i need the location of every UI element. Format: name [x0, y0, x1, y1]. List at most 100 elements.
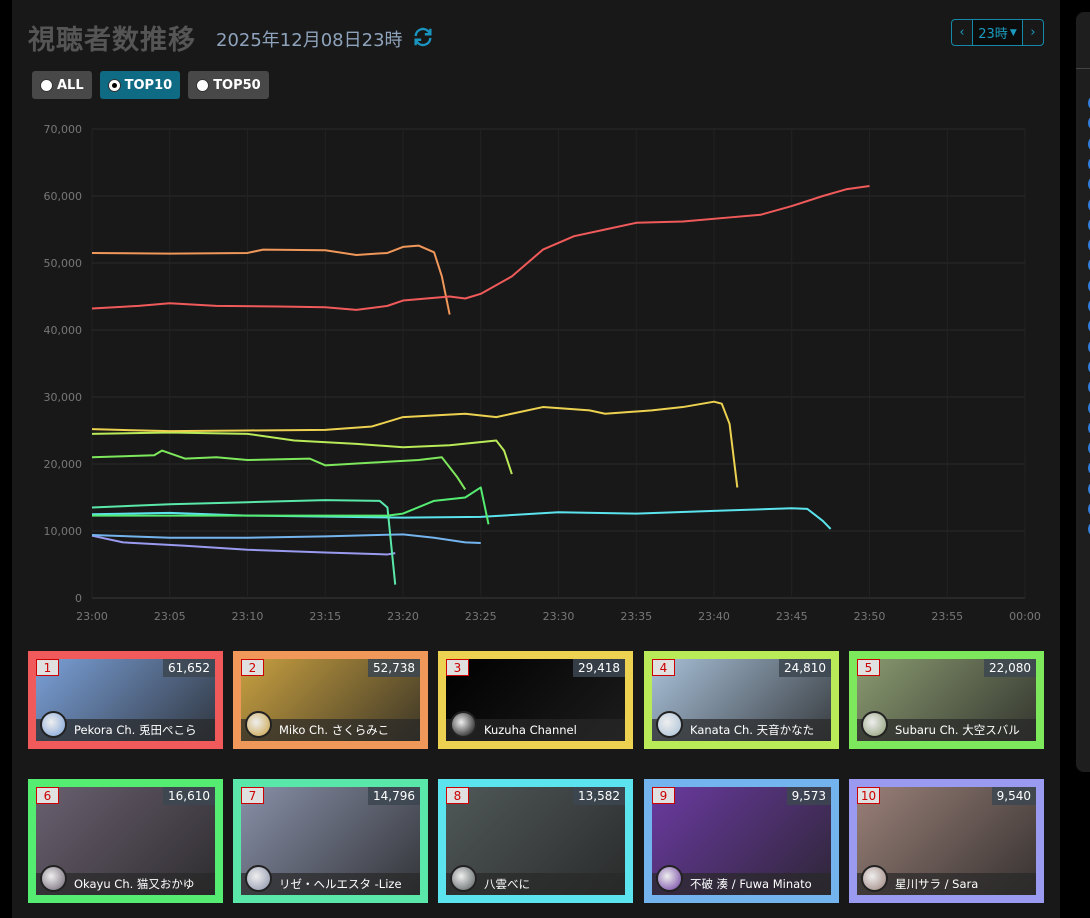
side-radio-icon[interactable] [1088, 218, 1090, 231]
channel-name: Miko Ch. さくらみこ [241, 719, 420, 741]
y-tick-label: 20,000 [44, 458, 83, 471]
side-radio-icon[interactable] [1088, 381, 1090, 394]
side-radio-icon[interactable] [1088, 198, 1090, 211]
stream-thumbnail: 3 29,418 Kuzuha Channel [446, 659, 625, 741]
filter-top50[interactable]: TOP50 [188, 71, 269, 99]
series-line-2[interactable] [91, 244, 451, 315]
side-radio-icon[interactable] [1088, 320, 1090, 333]
rank-badge: 9 [652, 787, 675, 804]
stream-thumbnail: 5 22,080 Subaru Ch. 大空スバル [857, 659, 1036, 741]
side-radio-icon[interactable] [1088, 300, 1090, 312]
side-radio-icon[interactable] [1088, 523, 1090, 536]
stream-thumbnail: 8 13,582 八雲べに [446, 787, 625, 895]
filter-label: TOP10 [124, 77, 173, 93]
hour-select[interactable]: 23時 ▼ [972, 20, 1023, 45]
filter-group: ALL TOP10 TOP50 [32, 71, 269, 99]
ranking-card[interactable]: 3 29,418 Kuzuha Channel [438, 651, 633, 749]
stream-thumbnail: 10 9,540 星川サラ / Sara [857, 787, 1036, 895]
channel-avatar [450, 865, 477, 892]
viewer-chart: 0 10,000 20,000 30,000 40,000 50,000 60,000 70,… [44, 123, 1041, 623]
channel-avatar [40, 711, 67, 738]
page-title: 視聴者数推移 [28, 25, 196, 56]
series-line-7[interactable] [91, 499, 397, 585]
series-line-10[interactable] [91, 534, 396, 556]
ranking-card[interactable]: 9 9,573 不破 湊 / Fuwa Minato [644, 779, 839, 903]
chevron-down-icon: ▼ [1009, 27, 1017, 38]
side-radio-icon[interactable] [1088, 239, 1090, 252]
series-line-9[interactable] [91, 533, 481, 545]
x-tick-label: 23:15 [309, 610, 341, 623]
rank-badge: 1 [36, 659, 59, 676]
channel-avatar [656, 865, 683, 892]
side-radio-icon[interactable] [1088, 279, 1090, 292]
viewer-count: 9,573 [786, 787, 831, 805]
side-radio-icon[interactable] [1088, 157, 1090, 170]
y-tick-label: 60,000 [44, 190, 83, 203]
ranking-card[interactable]: 1 61,652 Pekora Ch. 兎田ぺこら [28, 651, 223, 749]
filter-all[interactable]: ALL [32, 71, 92, 99]
stream-thumbnail: 2 52,738 Miko Ch. さくらみこ [241, 659, 420, 741]
viewer-count: 52,738 [368, 659, 420, 677]
rank-badge: 10 [857, 787, 880, 804]
ranking-card[interactable]: 7 14,796 リゼ・ヘルエスタ -Lize [233, 779, 428, 903]
side-radio-icon[interactable] [1088, 97, 1090, 109]
next-hour-button[interactable]: › [1030, 25, 1036, 40]
side-radio-icon[interactable] [1088, 259, 1090, 272]
ranking-card[interactable]: 2 52,738 Miko Ch. さくらみこ [233, 651, 428, 749]
channel-name: 不破 湊 / Fuwa Minato [652, 873, 831, 895]
x-tick-label: 23:50 [854, 610, 886, 623]
side-radio-icon[interactable] [1088, 482, 1090, 495]
side-radio-icon[interactable] [1088, 340, 1090, 353]
main-panel: 視聴者数推移 2025年12月08日23時 ‹ 23時 ▼ › ALL TOP10… [12, 0, 1060, 918]
channel-name: Kuzuha Channel [446, 719, 625, 741]
ranking-card[interactable]: 6 16,610 Okayu Ch. 猫又おかゆ [28, 779, 223, 903]
x-tick-label: 23:25 [465, 610, 497, 623]
side-radio-icon[interactable] [1088, 401, 1090, 414]
series-line-6[interactable] [92, 486, 490, 525]
channel-avatar [656, 711, 683, 738]
refresh-icon[interactable] [412, 26, 434, 48]
channel-name: Subaru Ch. 大空スバル [857, 719, 1036, 741]
series-line-3[interactable] [91, 400, 739, 488]
channel-name: リゼ・ヘルエスタ -Lize [241, 873, 420, 895]
x-tick-label: 00:00 [1009, 610, 1041, 623]
viewer-count: 13,582 [573, 787, 625, 805]
side-radio-icon[interactable] [1088, 360, 1090, 373]
stream-thumbnail: 9 9,573 不破 湊 / Fuwa Minato [652, 787, 831, 895]
rank-badge: 4 [652, 659, 675, 676]
rank-badge: 5 [857, 659, 880, 676]
side-radio-icon[interactable] [1088, 137, 1090, 150]
side-radio-icon[interactable] [1088, 421, 1090, 434]
channel-name: 星川サラ / Sara [857, 873, 1036, 895]
series-line-4[interactable] [91, 431, 513, 475]
datetime-label: 2025年12月08日23時 [216, 30, 403, 51]
channel-avatar [861, 865, 888, 892]
ranking-card[interactable]: 5 22,080 Subaru Ch. 大空スバル [849, 651, 1044, 749]
series-line-8[interactable] [91, 507, 832, 530]
side-radio-icon[interactable] [1088, 503, 1090, 515]
y-tick-label: 40,000 [44, 324, 83, 337]
stream-thumbnail: 6 16,610 Okayu Ch. 猫又おかゆ [36, 787, 215, 895]
viewer-count: 61,652 [163, 659, 215, 677]
side-radio-icon[interactable] [1088, 178, 1090, 191]
side-radio-icon[interactable] [1088, 442, 1090, 455]
side-radio-icon[interactable] [1088, 462, 1090, 475]
side-panel [1076, 12, 1090, 772]
radio-icon [40, 78, 53, 92]
channel-avatar [861, 711, 888, 738]
series-line-5[interactable] [91, 449, 467, 491]
x-tick-label: 23:30 [543, 610, 575, 623]
x-tick-label: 23:00 [76, 610, 108, 623]
prev-hour-button[interactable]: ‹ [959, 25, 965, 40]
ranking-card[interactable]: 8 13,582 八雲べに [438, 779, 633, 903]
x-tick-label: 23:40 [698, 610, 730, 623]
side-radio-icon[interactable] [1088, 117, 1090, 130]
channel-avatar [450, 711, 477, 738]
filter-label: ALL [57, 77, 84, 93]
x-tick-label: 23:10 [232, 610, 264, 623]
series-line-1[interactable] [91, 184, 870, 311]
channel-name: Okayu Ch. 猫又おかゆ [36, 873, 215, 895]
ranking-card[interactable]: 4 24,810 Kanata Ch. 天音かなた [644, 651, 839, 749]
ranking-card[interactable]: 10 9,540 星川サラ / Sara [849, 779, 1044, 903]
filter-top10[interactable]: TOP10 [99, 71, 181, 99]
